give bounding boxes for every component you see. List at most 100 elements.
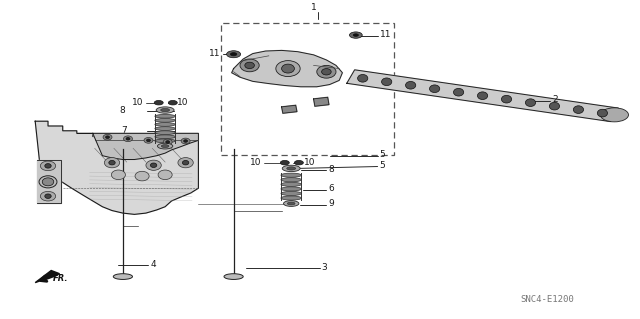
Ellipse shape (549, 102, 559, 110)
Ellipse shape (281, 173, 301, 177)
Text: 11: 11 (209, 49, 221, 58)
Text: 10: 10 (132, 98, 143, 107)
Ellipse shape (168, 100, 177, 105)
Ellipse shape (113, 274, 132, 279)
Ellipse shape (181, 138, 190, 144)
Ellipse shape (45, 194, 51, 198)
Ellipse shape (477, 92, 488, 100)
Ellipse shape (406, 81, 416, 89)
Ellipse shape (381, 78, 392, 85)
Ellipse shape (144, 137, 153, 143)
Ellipse shape (104, 158, 120, 168)
Ellipse shape (282, 165, 300, 172)
Ellipse shape (157, 143, 173, 149)
Text: 4: 4 (150, 260, 156, 269)
Polygon shape (347, 70, 618, 122)
Ellipse shape (163, 139, 172, 145)
Polygon shape (232, 50, 342, 87)
Ellipse shape (45, 164, 51, 168)
Polygon shape (37, 160, 61, 203)
Text: 6: 6 (328, 184, 334, 193)
Ellipse shape (124, 136, 132, 142)
Text: 10: 10 (250, 158, 261, 167)
Ellipse shape (155, 135, 175, 138)
Ellipse shape (281, 178, 301, 182)
Ellipse shape (158, 170, 172, 180)
Ellipse shape (155, 122, 175, 126)
Text: 10: 10 (304, 158, 316, 167)
Ellipse shape (282, 64, 294, 73)
Text: 11: 11 (380, 30, 391, 39)
Ellipse shape (349, 32, 362, 38)
Ellipse shape (155, 131, 175, 135)
Text: 1: 1 (311, 3, 316, 11)
Ellipse shape (240, 59, 259, 72)
Ellipse shape (284, 201, 299, 206)
Ellipse shape (109, 160, 115, 165)
Ellipse shape (39, 176, 57, 188)
Text: 8: 8 (119, 106, 125, 115)
Ellipse shape (224, 274, 243, 279)
Ellipse shape (42, 178, 54, 186)
Ellipse shape (155, 127, 175, 130)
Ellipse shape (597, 109, 607, 117)
Ellipse shape (317, 65, 336, 78)
Ellipse shape (40, 161, 56, 171)
Ellipse shape (227, 51, 241, 58)
Text: 5: 5 (380, 150, 385, 159)
Text: 9: 9 (120, 141, 125, 150)
Ellipse shape (161, 108, 170, 112)
Text: FR.: FR. (53, 274, 68, 283)
Ellipse shape (230, 53, 237, 56)
Ellipse shape (294, 160, 303, 165)
Ellipse shape (281, 196, 301, 200)
Ellipse shape (40, 191, 56, 201)
Ellipse shape (281, 187, 301, 191)
Ellipse shape (161, 145, 169, 147)
Text: 7: 7 (121, 126, 127, 135)
Ellipse shape (525, 99, 536, 107)
Ellipse shape (126, 137, 130, 140)
Ellipse shape (106, 136, 109, 138)
Text: 5: 5 (380, 161, 385, 170)
Ellipse shape (429, 85, 440, 93)
Ellipse shape (103, 134, 112, 140)
Text: 3: 3 (321, 263, 327, 271)
Ellipse shape (166, 141, 170, 143)
Ellipse shape (111, 170, 125, 180)
Ellipse shape (147, 139, 150, 142)
Text: 10: 10 (177, 98, 189, 107)
Ellipse shape (184, 140, 188, 142)
Ellipse shape (600, 108, 628, 122)
Bar (221, 23, 394, 155)
Text: SNC4-E1200: SNC4-E1200 (520, 295, 574, 304)
Ellipse shape (244, 62, 255, 69)
Ellipse shape (155, 139, 175, 143)
Text: 9: 9 (328, 199, 334, 208)
Ellipse shape (321, 69, 332, 75)
Ellipse shape (135, 171, 149, 181)
Ellipse shape (454, 88, 464, 96)
Polygon shape (282, 105, 297, 113)
Ellipse shape (281, 191, 301, 196)
Ellipse shape (154, 100, 163, 105)
Ellipse shape (146, 160, 161, 170)
Ellipse shape (501, 95, 511, 103)
Ellipse shape (178, 158, 193, 168)
Ellipse shape (182, 160, 189, 165)
Ellipse shape (281, 182, 301, 186)
Ellipse shape (276, 61, 300, 77)
Polygon shape (35, 121, 198, 214)
Ellipse shape (155, 115, 175, 118)
Ellipse shape (353, 34, 358, 36)
Ellipse shape (358, 74, 368, 82)
Ellipse shape (150, 163, 157, 167)
Polygon shape (314, 97, 329, 106)
Polygon shape (93, 133, 198, 160)
Ellipse shape (287, 202, 295, 205)
Text: 2: 2 (552, 95, 558, 104)
Ellipse shape (155, 119, 175, 122)
Ellipse shape (156, 107, 174, 113)
Polygon shape (35, 271, 60, 283)
Ellipse shape (280, 160, 289, 165)
